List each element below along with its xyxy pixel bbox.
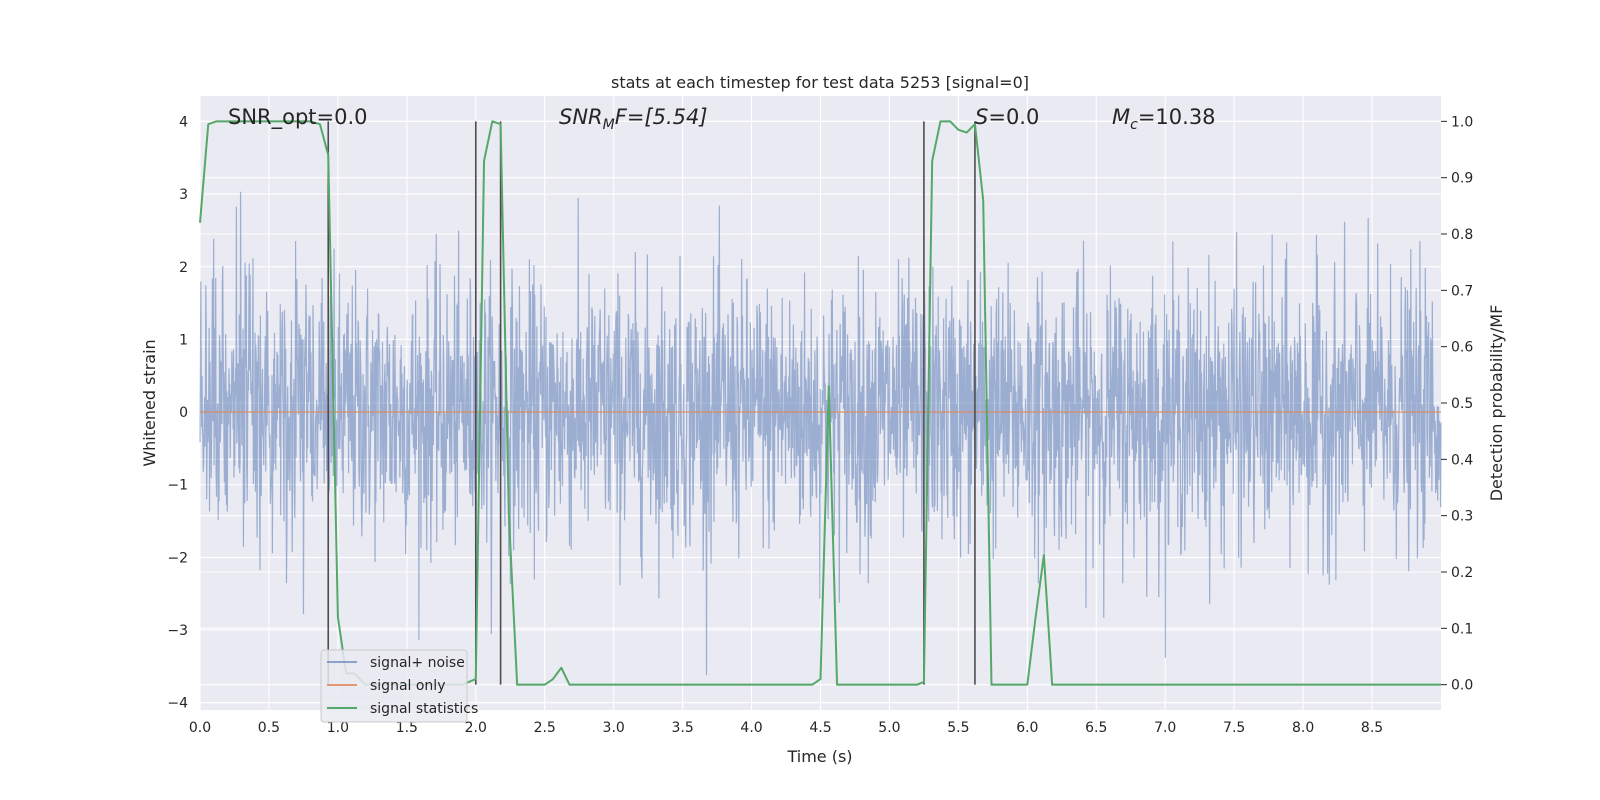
s-italic: S <box>975 105 988 129</box>
y-right-tick-label: 0.4 <box>1451 452 1473 468</box>
annotation-mc: Mc=10.38 <box>1112 105 1216 133</box>
x-tick-label: 8.0 <box>1292 720 1314 736</box>
y-left-tick-label: −1 <box>167 478 188 494</box>
x-tick-label: 4.5 <box>809 720 831 736</box>
x-tick-label: 0.0 <box>189 720 211 736</box>
vertical-markers <box>327 121 976 685</box>
x-tick-label: 7.5 <box>1223 720 1245 736</box>
snr-mf-base: SNR <box>559 105 603 129</box>
snr-mf-sub: M <box>603 117 615 133</box>
snr-mf-rest: F=[5.54] <box>615 105 708 129</box>
x-tick-label: 7.0 <box>1154 720 1176 736</box>
y-right-tick-label: 0.9 <box>1451 171 1473 187</box>
x-tick-label: 5.5 <box>947 720 969 736</box>
y-left-tick-label: −2 <box>167 550 188 566</box>
chart-title: stats at each timestep for test data 525… <box>611 73 1029 92</box>
y-left-tick-label: −4 <box>167 696 188 712</box>
annotation-snr-mf: SNRMF=[5.54] <box>559 105 708 133</box>
y-right-tick-label: 0.0 <box>1451 678 1473 694</box>
y-left-tick-label: 4 <box>179 114 188 130</box>
legend-label-noise: signal+ noise <box>370 655 465 671</box>
x-tick-label: 2.5 <box>534 720 556 736</box>
y-right-tick-label: 0.1 <box>1451 621 1473 637</box>
y-left-tick-label: 3 <box>179 187 188 203</box>
x-tick-label: 5.0 <box>878 720 900 736</box>
series-signal-statistics <box>199 120 1441 686</box>
x-tick-label: 6.0 <box>1016 720 1038 736</box>
x-tick-label: 3.0 <box>603 720 625 736</box>
x-tick-label: 1.5 <box>396 720 418 736</box>
y-right-tick-label: 1.0 <box>1451 114 1473 130</box>
y-left-ticks: 4 3 2 1 0 −1 −2 −3 −4 <box>167 114 188 711</box>
signal-statistics-series <box>199 120 1441 686</box>
mc-sub: c <box>1130 117 1138 133</box>
y-right-tick-label: 0.2 <box>1451 565 1473 581</box>
noise-series <box>199 191 1442 676</box>
y-right-ticks: 1.0 0.9 0.8 0.7 0.6 0.5 0.4 0.3 0.2 0.1 0.0 <box>1441 114 1473 694</box>
legend-label-signal-only: signal only <box>370 678 445 694</box>
x-tick-label: 1.0 <box>327 720 349 736</box>
mc-rest: =10.38 <box>1138 105 1216 129</box>
y-right-tick-label: 0.8 <box>1451 227 1473 243</box>
y-right-tick-label: 0.7 <box>1451 283 1473 299</box>
x-tick-label: 0.5 <box>258 720 280 736</box>
s-rest: =0.0 <box>988 105 1039 129</box>
legend-box <box>320 649 468 723</box>
mc-base: M <box>1112 105 1130 129</box>
legend: signal+ noise signal only signal statist… <box>320 649 478 723</box>
x-axis-label: Time (s) <box>786 747 852 766</box>
x-tick-label: 8.5 <box>1361 720 1383 736</box>
y-right-tick-label: 0.6 <box>1451 340 1473 356</box>
y-left-axis-label: Whitened strain <box>140 339 159 466</box>
y-left-tick-label: −3 <box>167 623 188 639</box>
x-tick-label: 2.0 <box>465 720 487 736</box>
y-left-tick-label: 1 <box>179 332 188 348</box>
y-right-tick-label: 0.5 <box>1451 396 1473 412</box>
legend-label-statistics: signal statistics <box>370 701 478 717</box>
y-left-tick-label: 2 <box>179 260 188 276</box>
x-tick-label: 4.0 <box>740 720 762 736</box>
series-signal-plus-noise <box>199 191 1442 676</box>
y-right-tick-label: 0.3 <box>1451 509 1473 525</box>
y-right-axis-label: Detection probability/MF <box>1487 305 1506 502</box>
x-tick-label: 3.5 <box>671 720 693 736</box>
x-tick-label: 6.5 <box>1085 720 1107 736</box>
annotation-s: S=0.0 <box>975 105 1039 129</box>
y-left-tick-label: 0 <box>179 405 188 421</box>
annotation-snr-opt: SNR_opt=0.0 <box>228 105 368 130</box>
x-ticks: 0.0 0.5 1.0 1.5 2.0 2.5 3.0 3.5 4.0 4.5 5.0 5.5 6.0 6… <box>189 720 1383 736</box>
